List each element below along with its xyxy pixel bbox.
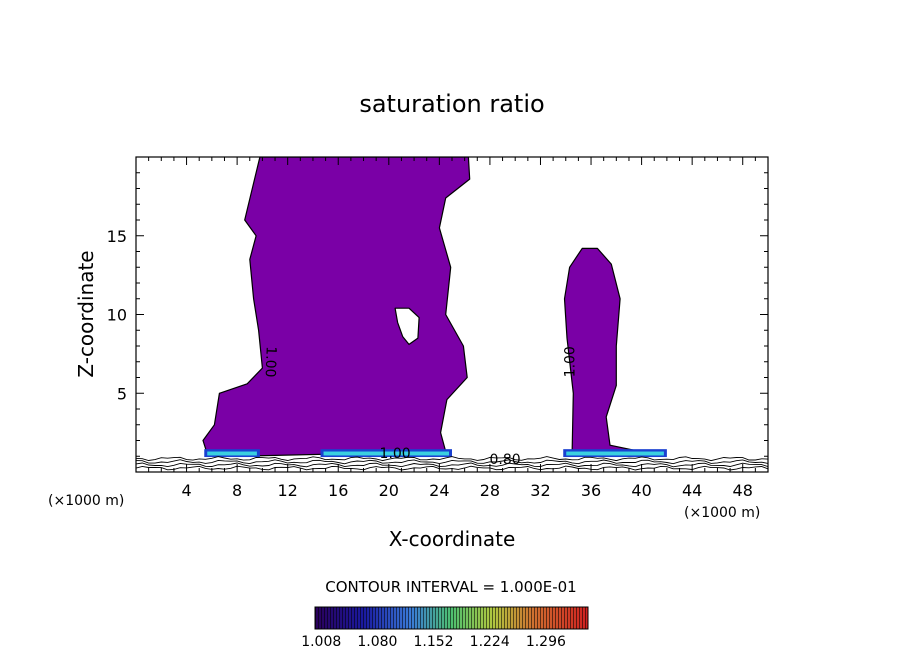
colorbar-frame	[314, 606, 589, 630]
y-tick-labels: 5 10 15	[107, 227, 127, 404]
x-tick-label: 16	[328, 481, 348, 500]
x-axis-label: X-coordinate	[389, 527, 516, 551]
colorbar-tick-label: 1.152	[414, 634, 454, 650]
plot-area	[136, 157, 768, 471]
surface-contour-2	[136, 459, 768, 465]
y-tick-label: 5	[117, 384, 127, 403]
region-western-cloud	[202, 157, 471, 457]
x-unit-label-right: (×1000 m)	[684, 505, 760, 521]
surface-band-core-0	[207, 451, 257, 456]
surface-band-core-1	[323, 451, 449, 456]
contour-interval-label: CONTOUR INTERVAL = 1.000E-01	[325, 578, 576, 596]
contour-label: 0.80	[490, 452, 521, 468]
x-tick-labels: 4 8 12 16 20 24 28 32 36 40 44 48	[181, 481, 752, 500]
surface-contours	[136, 449, 768, 471]
colorbar-tick-label: 1.224	[470, 634, 510, 650]
colorbar-labels: 1.008 1.080 1.152 1.224 1.296	[301, 634, 566, 650]
colorbar	[314, 606, 589, 630]
x-tick-label: 40	[631, 481, 651, 500]
surface-contour-3	[136, 456, 768, 462]
x-tick-label: 24	[429, 481, 449, 500]
x-tick-label: 20	[379, 481, 399, 500]
x-tick-label: 44	[682, 481, 702, 500]
contour-label: 1.00	[262, 346, 279, 378]
x-tick-label: 48	[733, 481, 753, 500]
region-interior-hole	[394, 307, 420, 345]
y-axis-label: Z-coordinate	[74, 250, 98, 377]
x-tick-label: 8	[232, 481, 242, 500]
chart-title: saturation ratio	[359, 90, 544, 118]
region-eastern-cloud	[563, 247, 649, 454]
colorbar-stripes	[315, 607, 588, 629]
axis-ticks	[136, 157, 768, 472]
contour-labels: 1.00 1.00 1.00 0.80	[262, 346, 579, 468]
colorbar-tick-label: 1.080	[357, 634, 397, 650]
x-tick-label: 28	[480, 481, 500, 500]
colorbar-tick-label: 1.008	[301, 634, 341, 650]
x-tick-label: 12	[278, 481, 298, 500]
colorbar-tick-label: 1.296	[526, 634, 566, 650]
surface-contour-1	[136, 462, 768, 468]
y-tick-label: 15	[107, 227, 127, 246]
x-tick-label: 36	[581, 481, 601, 500]
x-unit-label-left: (×1000 m)	[48, 493, 124, 509]
cloud-regions	[202, 157, 649, 457]
x-tick-label: 4	[181, 481, 191, 500]
surface-band-core-2	[566, 451, 664, 456]
contour-label: 1.00	[563, 346, 579, 377]
x-tick-label: 32	[530, 481, 550, 500]
y-tick-label: 10	[107, 306, 127, 325]
contour-label: 1.00	[380, 446, 411, 462]
